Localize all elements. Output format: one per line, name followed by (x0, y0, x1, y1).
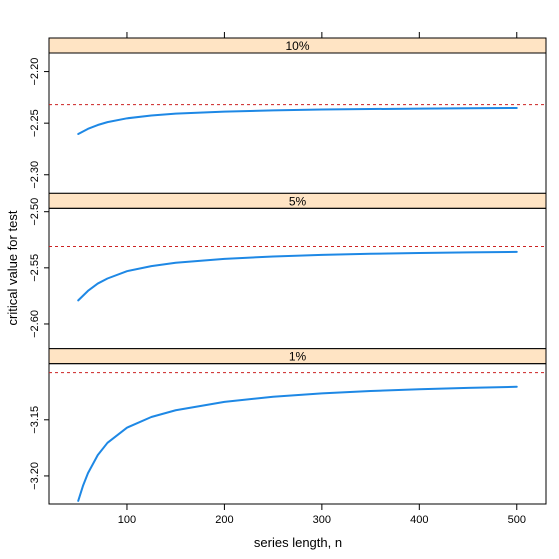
x-axis-title: series length, n (254, 535, 342, 550)
panel-strip-label: 1% (289, 350, 307, 364)
x-tick-label: 500 (508, 514, 526, 526)
y-tick-label: −2.25 (29, 109, 41, 137)
y-axis-title: critical value for test (5, 210, 20, 325)
panel-frame (48, 52, 547, 194)
x-tick-label: 100 (118, 514, 136, 526)
chart-axes: 100 200 300 400 500 −2.20 −2.25 −2.30 −2.50 −2.55… (29, 32, 526, 526)
x-tick-label: 200 (215, 514, 233, 526)
panel-frames: 10% 5% 1% (48, 37, 547, 505)
panel-frame (48, 207, 547, 350)
panel-strip-label: 10% (285, 39, 309, 53)
x-tick-label: 400 (410, 514, 428, 526)
y-tick-label: −2.30 (29, 161, 41, 189)
series-line (77, 250, 518, 302)
y-tick-label: −3.15 (29, 406, 41, 434)
panel-frame (48, 363, 547, 505)
y-tick-label: −2.55 (29, 254, 41, 282)
series-line (77, 385, 518, 502)
y-tick-label: −3.20 (29, 462, 41, 490)
panel-strip-label: 5% (289, 194, 307, 208)
series-line (77, 107, 518, 135)
y-tick-label: −2.20 (29, 58, 41, 86)
y-tick-label: −2.50 (29, 198, 41, 226)
x-tick-label: 300 (313, 514, 331, 526)
y-tick-label: −2.60 (29, 310, 41, 338)
chart-marks (49, 104, 546, 502)
